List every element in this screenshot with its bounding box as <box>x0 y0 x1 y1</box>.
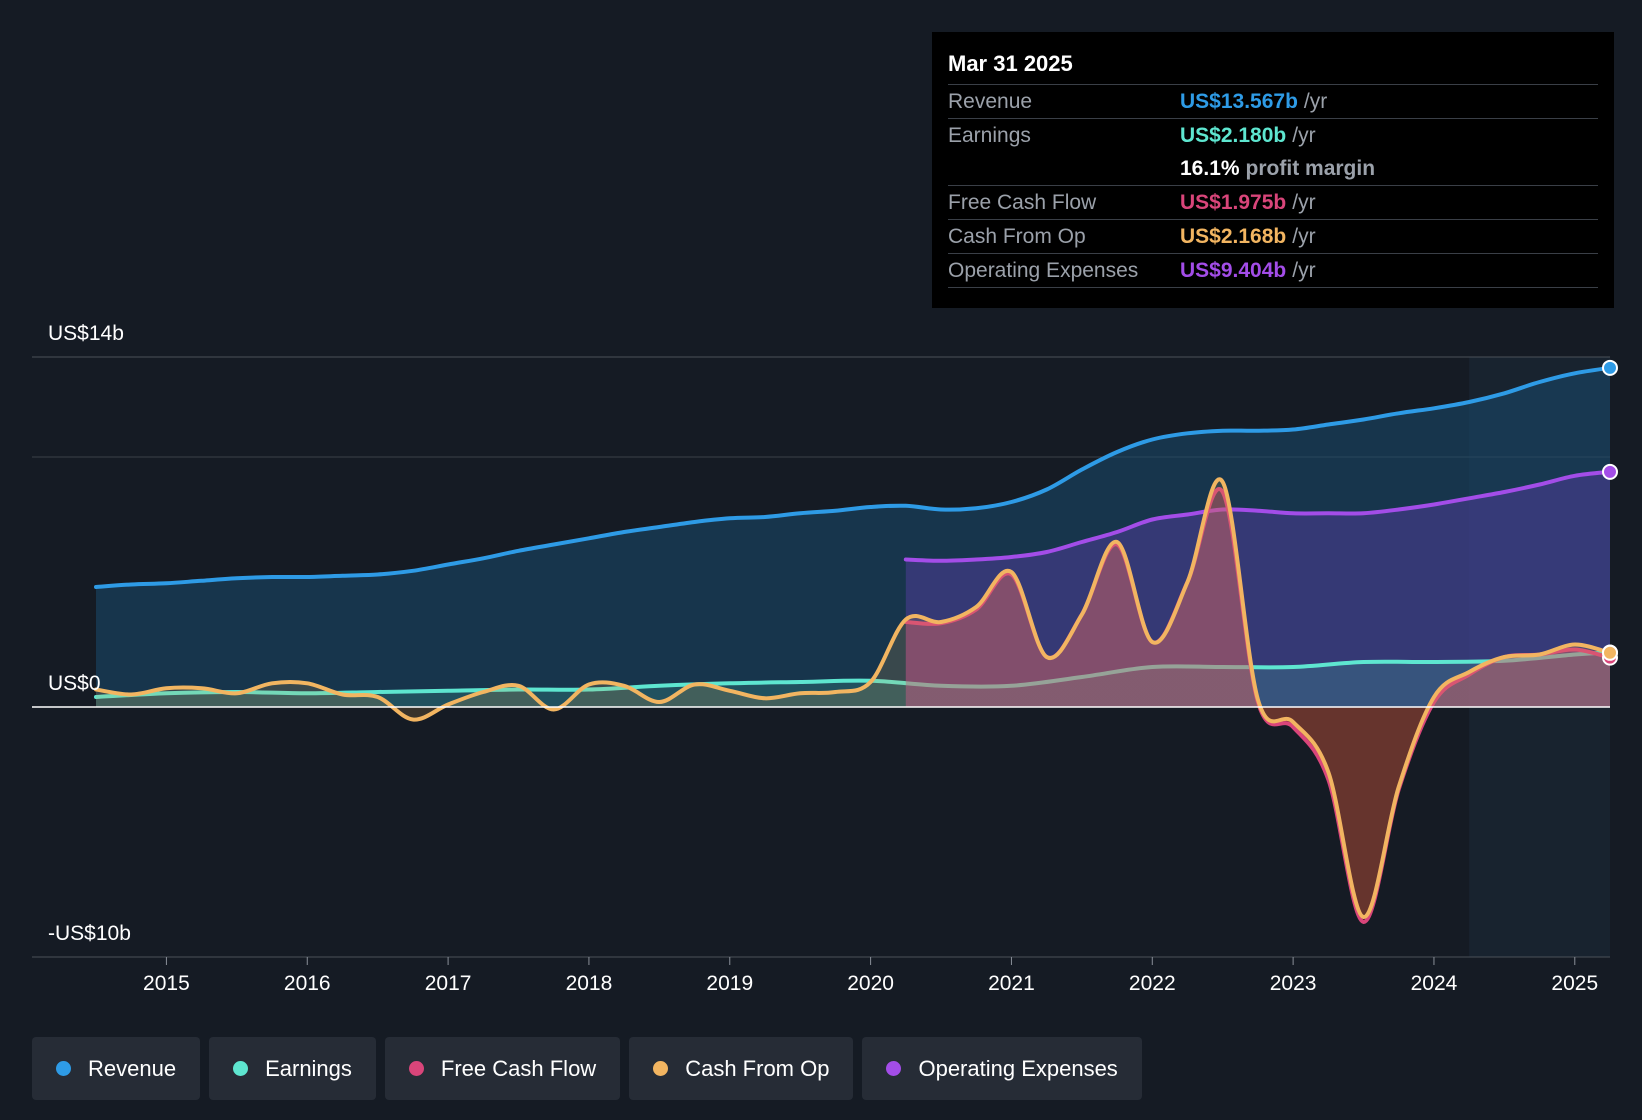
y-axis-zero-label: US$0 <box>48 672 101 695</box>
tooltip-label: Operating Expenses <box>948 259 1139 282</box>
tooltip-value: US$2.180b <box>1180 124 1287 147</box>
y-axis-top-label: US$14b <box>48 322 124 345</box>
tooltip-panel: Mar 31 2025 Revenue US$13.567b /yr Earni… <box>932 32 1614 308</box>
x-tick-label: 2025 <box>1551 972 1598 995</box>
tooltip-value: US$2.168b <box>1180 225 1287 248</box>
legend-label: Revenue <box>88 1055 177 1081</box>
legend-dot-icon <box>56 1061 71 1076</box>
tooltip-row-revenue: Revenue US$13.567b /yr <box>948 85 1598 119</box>
revenue-end-point <box>1602 359 1618 376</box>
tooltip-label: Earnings <box>948 124 1031 147</box>
x-tick-label: 2024 <box>1411 972 1458 995</box>
x-tick-label: 2023 <box>1270 972 1317 995</box>
tooltip-value: 16.1% <box>1180 157 1240 180</box>
x-axis-ticks: 2015 2016 2017 2018 2019 2020 2021 2022 2023 2024… <box>143 957 1598 995</box>
legend-dot-icon <box>408 1061 424 1076</box>
cash-from-op-area <box>96 479 1610 918</box>
series-layer <box>94 365 1612 924</box>
x-tick-label: 2021 <box>988 972 1035 995</box>
legend-dot-icon <box>886 1061 902 1076</box>
tooltip-row-cash-from-op: Cash From Op US$2.168b /yr <box>948 220 1598 254</box>
tooltip-value: US$9.404b <box>1180 259 1287 282</box>
cash-from-op-line <box>94 477 1612 919</box>
tooltip-value: US$1.975b <box>1180 191 1287 214</box>
x-tick-label: 2020 <box>847 972 894 995</box>
x-tick-label: 2022 <box>1129 972 1176 995</box>
tooltip-row-operating-expenses: Operating Expenses US$9.404b /yr <box>948 254 1598 288</box>
legend-label: Free Cash Flow <box>440 1055 597 1081</box>
tooltip-row-earnings: Earnings US$2.180b /yr <box>948 119 1598 152</box>
tooltip-unit: /yr <box>1303 90 1328 113</box>
operating-expenses-line <box>903 469 1612 563</box>
tooltip-label <box>948 152 1180 185</box>
end-dots <box>1602 359 1618 666</box>
legend-item-operating-expenses[interactable]: Operating Expenses <box>862 1037 1142 1100</box>
tooltip-row-profit-margin: 16.1% profit margin <box>948 152 1598 186</box>
x-tick-label: 2018 <box>566 972 613 995</box>
tooltip-label: Cash From Op <box>948 225 1086 248</box>
tooltip-row-free-cash-flow: Free Cash Flow US$1.975b /yr <box>948 186 1598 220</box>
legend-label: Earnings <box>265 1055 352 1081</box>
legend: Revenue Earnings Free Cash Flow Cash Fro… <box>32 1037 1142 1100</box>
tooltip-label: Free Cash Flow <box>948 191 1097 214</box>
x-tick-label: 2019 <box>706 972 753 995</box>
tooltip-date: Mar 31 2025 <box>948 48 1598 85</box>
legend-label: Operating Expenses <box>918 1055 1118 1081</box>
x-tick-label: 2017 <box>425 972 472 995</box>
operating-expenses-end-point <box>1602 463 1618 480</box>
tooltip-unit: /yr <box>1292 191 1316 214</box>
x-tick-label: 2015 <box>143 972 190 995</box>
cash-from-op-end-point <box>1602 644 1618 661</box>
legend-item-revenue[interactable]: Revenue <box>32 1037 201 1100</box>
tooltip-unit: /yr <box>1292 225 1316 248</box>
legend-label: Cash From Op <box>685 1055 830 1081</box>
legend-dot-icon <box>233 1061 249 1076</box>
y-axis-bottom-label: -US$10b <box>48 922 131 945</box>
legend-item-earnings[interactable]: Earnings <box>209 1037 376 1100</box>
tooltip-value: US$13.567b <box>1180 90 1298 113</box>
tooltip-unit: /yr <box>1292 259 1316 282</box>
tooltip-label: Revenue <box>948 90 1033 113</box>
tooltip-unit: /yr <box>1292 124 1316 147</box>
legend-dot-icon <box>653 1061 669 1076</box>
legend-item-cash-from-op[interactable]: Cash From Op <box>629 1037 854 1100</box>
tooltip-unit: profit margin <box>1245 157 1376 180</box>
revenue-line <box>94 365 1612 589</box>
legend-item-free-cash-flow[interactable]: Free Cash Flow <box>384 1037 621 1100</box>
x-tick-label: 2016 <box>284 972 331 995</box>
